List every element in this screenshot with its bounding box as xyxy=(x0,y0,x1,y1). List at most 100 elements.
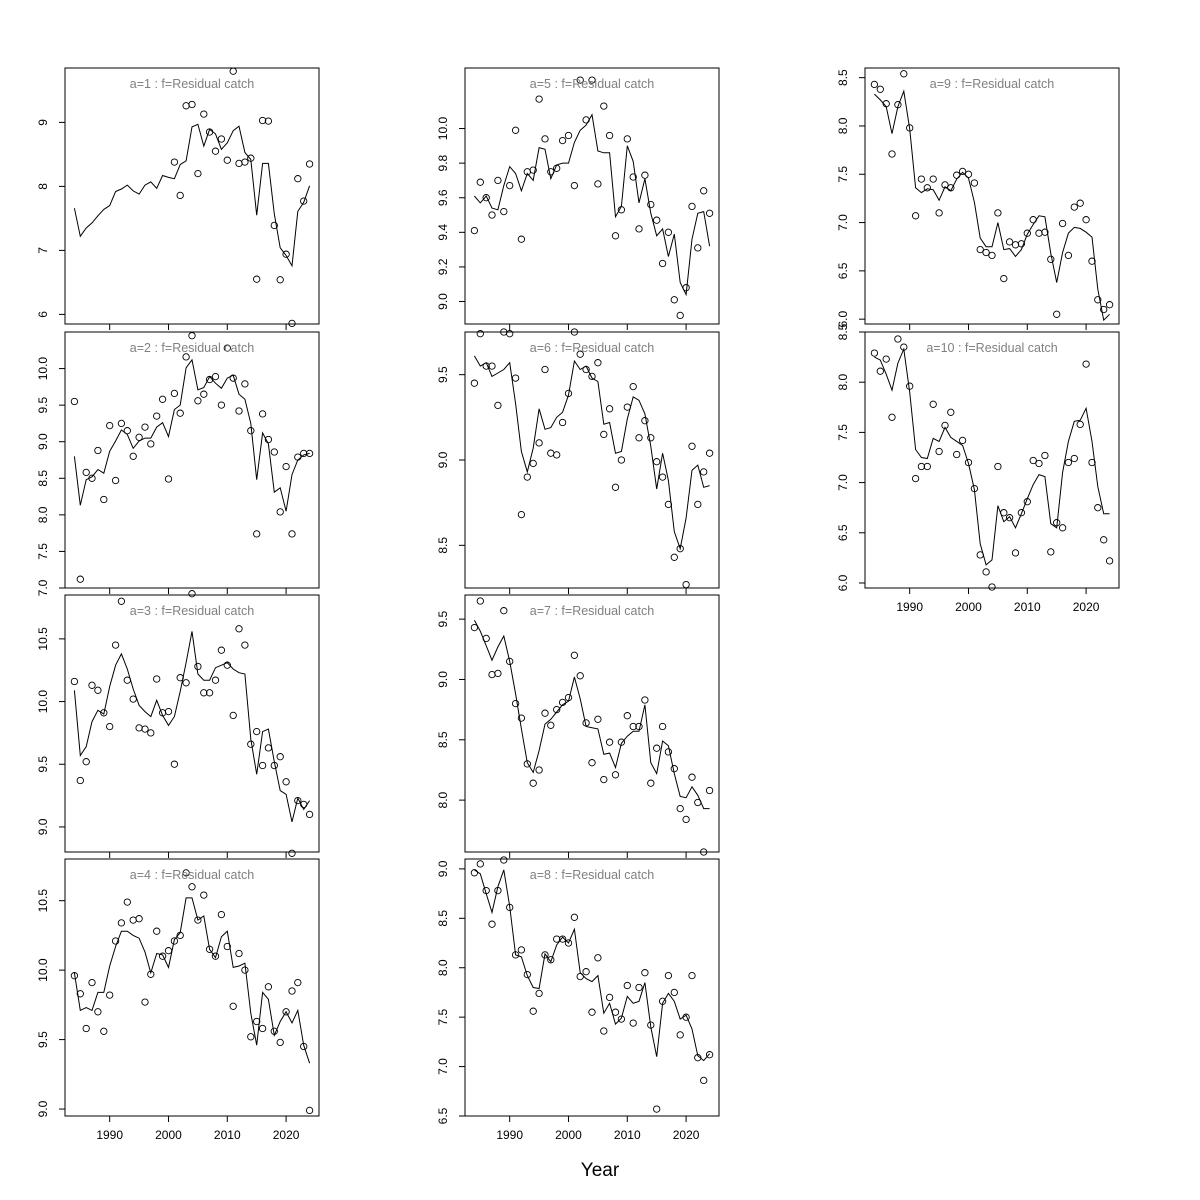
observed-point xyxy=(1100,305,1108,314)
fitted-line xyxy=(874,89,1110,322)
observed-point xyxy=(1017,240,1026,248)
observed-point xyxy=(217,646,226,654)
panel-title: a=6 : f=Residual catch xyxy=(530,341,654,355)
observed-point xyxy=(535,989,543,998)
observed-point xyxy=(253,530,261,538)
observed-point xyxy=(529,779,537,787)
observed-point xyxy=(511,951,520,959)
observed-point xyxy=(300,449,308,458)
observed-point xyxy=(653,458,661,466)
observed-point xyxy=(953,450,961,459)
x-tick-label: 2020 xyxy=(273,1128,300,1142)
observed-point xyxy=(547,956,555,964)
observed-point xyxy=(647,1021,655,1029)
panel-title: a=8 : f=Residual catch xyxy=(530,868,654,882)
observed-point xyxy=(205,689,214,697)
observed-point xyxy=(582,116,590,124)
plot-frame xyxy=(864,67,1120,325)
observed-point xyxy=(258,410,267,418)
observed-point xyxy=(182,869,190,877)
observed-point xyxy=(906,382,914,390)
observed-point xyxy=(658,997,667,1005)
observed-point xyxy=(170,389,179,398)
observed-point xyxy=(494,176,502,185)
observed-point xyxy=(282,250,290,258)
panel-a2: 7.0 7.5 8.0 8.5 9.0 9.5 10.0 a=2 : f=Residual c… xyxy=(36,331,320,596)
x-tick-label: 2010 xyxy=(214,1128,241,1142)
observed-point xyxy=(476,178,484,186)
observed-point xyxy=(870,349,879,357)
observed-point xyxy=(247,427,255,435)
observed-point xyxy=(623,712,631,720)
observed-point xyxy=(223,156,231,164)
y-tick-label: 7.5 xyxy=(836,424,850,441)
observed-point xyxy=(976,551,984,559)
observed-point xyxy=(470,623,479,632)
observed-point xyxy=(494,669,502,678)
observed-point xyxy=(176,674,184,682)
observed-point xyxy=(529,166,537,174)
observed-point xyxy=(200,689,208,697)
observed-point xyxy=(488,211,496,219)
panel-a3: 9.0 9.5 10.0 10.5 a=3 : f=Residual catch xyxy=(36,590,320,858)
observed-point xyxy=(88,681,96,689)
y-tick-label: 7.5 xyxy=(436,1008,450,1025)
observed-point xyxy=(700,187,708,195)
observed-point xyxy=(688,442,696,450)
observed-point xyxy=(676,545,684,553)
observed-point xyxy=(1105,557,1114,565)
observed-point xyxy=(170,760,179,768)
observed-point xyxy=(494,401,502,410)
observed-point xyxy=(576,76,584,84)
observed-point xyxy=(511,699,520,708)
observed-point xyxy=(888,150,896,158)
observed-point xyxy=(158,952,167,960)
observed-point xyxy=(1094,504,1102,512)
observed-point xyxy=(670,988,678,997)
observed-point xyxy=(88,978,96,987)
x-tick-label: 2000 xyxy=(155,1128,182,1142)
observed-point xyxy=(1000,509,1008,517)
observed-point xyxy=(129,452,137,460)
observed-point xyxy=(294,175,302,183)
plot-frame xyxy=(64,331,320,589)
observed-point xyxy=(694,1054,702,1062)
y-tick-label: 9.4 xyxy=(436,224,450,241)
observed-point xyxy=(141,725,149,733)
y-tick-label: 6.5 xyxy=(436,1107,450,1124)
observed-point xyxy=(917,462,926,471)
observed-point xyxy=(111,476,120,485)
observed-point xyxy=(553,935,561,943)
observed-point xyxy=(158,395,167,403)
observed-point xyxy=(570,651,579,659)
panel-title: a=10 : f=Residual catch xyxy=(926,341,1057,355)
observed-point xyxy=(911,474,920,483)
observed-point xyxy=(200,891,208,899)
observed-point xyxy=(235,407,243,415)
y-tick-label: 10.0 xyxy=(36,357,50,381)
y-tick-label: 7.5 xyxy=(36,543,50,560)
observed-point xyxy=(270,761,278,770)
observed-point xyxy=(482,362,490,370)
y-tick-label: 7.5 xyxy=(836,166,850,183)
y-tick-label: 10.0 xyxy=(436,117,450,141)
observed-point xyxy=(670,296,678,304)
observed-point xyxy=(100,709,108,717)
observed-point xyxy=(76,575,84,583)
y-tick-label: 8.5 xyxy=(836,323,850,340)
observed-point xyxy=(276,753,284,761)
observed-point xyxy=(205,128,214,136)
observed-point xyxy=(117,419,126,428)
y-tick-label: 9.0 xyxy=(436,451,450,468)
observed-point xyxy=(229,711,237,720)
observed-point xyxy=(682,580,690,589)
observed-point xyxy=(500,607,508,615)
observed-point xyxy=(629,382,637,391)
fitted-line xyxy=(474,869,710,1062)
observed-point xyxy=(1105,301,1114,309)
observed-point xyxy=(870,80,879,89)
observed-point xyxy=(300,197,308,205)
observed-point xyxy=(164,475,173,483)
observed-point xyxy=(894,335,902,343)
observed-point xyxy=(1076,420,1084,429)
